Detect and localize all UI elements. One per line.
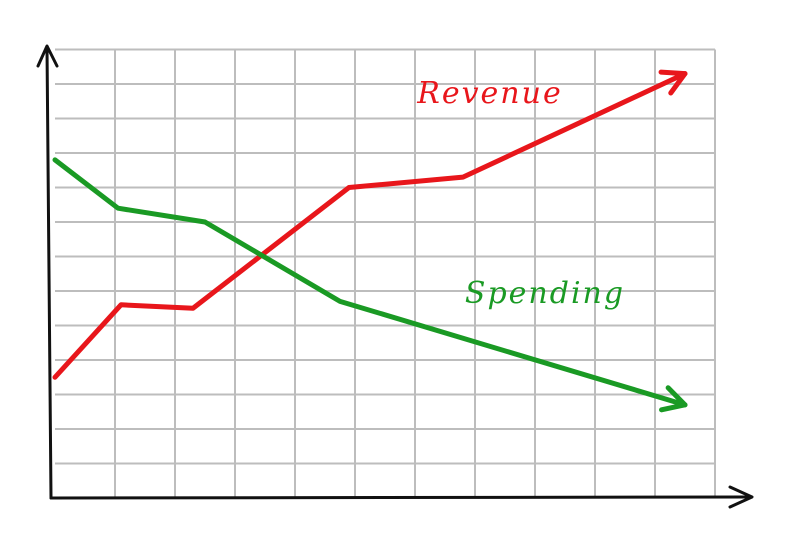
grid — [55, 48, 716, 498]
x-axis — [49, 495, 752, 500]
series-label: Revenue — [416, 76, 562, 111]
series-arrow — [659, 385, 688, 413]
series-label: Spending — [465, 276, 625, 311]
series-line — [52, 157, 688, 408]
lines — [52, 69, 688, 413]
series-line — [52, 71, 688, 380]
series-arrow — [658, 69, 688, 96]
axes — [36, 44, 754, 509]
y-axis — [45, 46, 53, 500]
y-axis-arrow — [36, 44, 59, 68]
x-axis-arrow — [728, 485, 754, 509]
